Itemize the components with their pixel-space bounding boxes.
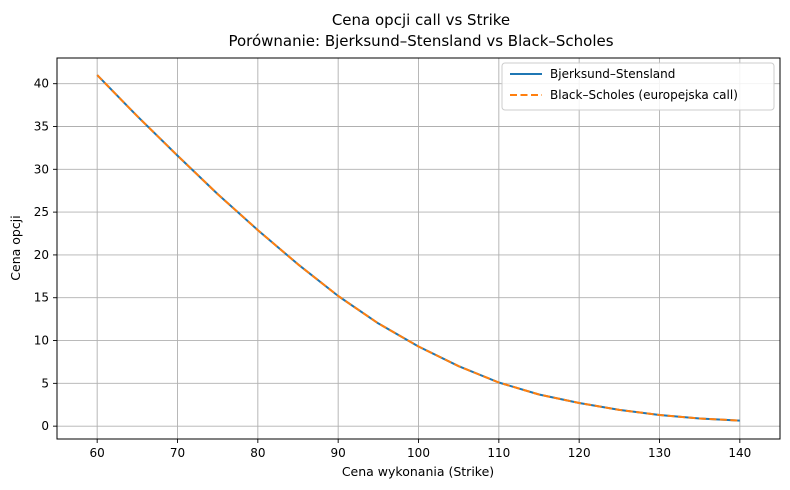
legend-label-1: Black–Scholes (europejska call): [550, 88, 738, 102]
y-tick-label: 0: [41, 419, 49, 433]
y-tick-label: 20: [34, 248, 49, 262]
y-tick-label: 35: [34, 119, 49, 133]
y-tick-label: 40: [34, 77, 49, 91]
x-tick-label: 130: [648, 446, 671, 460]
x-tick-label: 80: [250, 446, 265, 460]
x-tick-label: 120: [568, 446, 591, 460]
x-tick-label: 90: [331, 446, 346, 460]
legend: Bjerksund–Stensland Black–Scholes (europ…: [501, 62, 775, 111]
x-axis-label: Cena wykonania (Strike): [342, 464, 494, 479]
y-tick-label: 30: [34, 162, 49, 176]
y-tick-label: 15: [34, 291, 49, 305]
x-tick-label: 110: [487, 446, 510, 460]
series-layer: [96, 74, 740, 422]
y-tick-label: 10: [34, 334, 49, 348]
chart-title: Cena opcji call vs Strike: [332, 11, 510, 29]
y-axis-label: Cena opcji: [8, 215, 23, 280]
y-tick-label: 25: [34, 205, 49, 219]
legend-box: [501, 62, 775, 111]
x-tick-label: 140: [728, 446, 751, 460]
series-line-1: [96, 74, 740, 422]
y-tick-label: 5: [41, 376, 49, 390]
x-tick-label: 70: [170, 446, 185, 460]
ticks: 60 70 80 90 100 110 120 130 140 0 5 10 15 20 25 30 35 40: [34, 77, 752, 460]
legend-label-0: Bjerksund–Stensland: [550, 67, 675, 81]
chart-subtitle: Porównanie: Bjerksund–Stensland vs Black…: [228, 32, 613, 50]
grid: [57, 58, 780, 439]
x-tick-label: 100: [407, 446, 430, 460]
x-tick-label: 60: [90, 446, 105, 460]
